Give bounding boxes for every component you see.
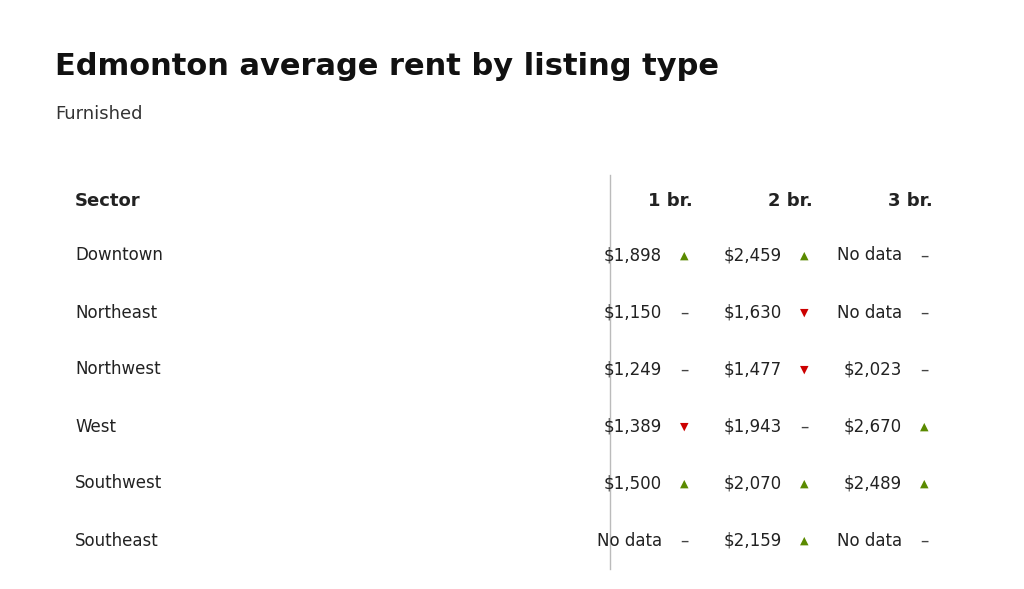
Text: No data: No data — [837, 303, 902, 322]
Text: $1,477: $1,477 — [724, 360, 782, 379]
Text: Edmonton average rent by listing type: Edmonton average rent by listing type — [55, 52, 719, 81]
Text: Sector: Sector — [75, 192, 140, 210]
Text: ▲: ▲ — [680, 250, 688, 260]
Text: ▲: ▲ — [800, 478, 808, 488]
Text: $1,943: $1,943 — [724, 418, 782, 435]
Text: No data: No data — [597, 531, 662, 550]
Text: $1,150: $1,150 — [604, 303, 662, 322]
Text: 3 br.: 3 br. — [888, 192, 933, 210]
Text: 1 br.: 1 br. — [647, 192, 692, 210]
Text: No data: No data — [837, 247, 902, 264]
Text: West: West — [75, 418, 116, 435]
Text: ▲: ▲ — [800, 250, 808, 260]
Text: ▼: ▼ — [800, 365, 808, 375]
Text: ▼: ▼ — [680, 422, 688, 432]
Text: $1,898: $1,898 — [604, 247, 662, 264]
Text: $1,249: $1,249 — [604, 360, 662, 379]
Text: –: – — [680, 531, 688, 550]
Text: ▲: ▲ — [920, 478, 928, 488]
Text: ▲: ▲ — [680, 478, 688, 488]
Text: Downtown: Downtown — [75, 247, 163, 264]
Text: $2,070: $2,070 — [724, 475, 782, 492]
Text: –: – — [920, 360, 928, 379]
Text: $1,500: $1,500 — [604, 475, 662, 492]
Text: –: – — [680, 303, 688, 322]
Text: $1,389: $1,389 — [604, 418, 662, 435]
Text: $2,489: $2,489 — [844, 475, 902, 492]
Text: –: – — [920, 303, 928, 322]
Text: $1,630: $1,630 — [724, 303, 782, 322]
Text: Northwest: Northwest — [75, 360, 161, 379]
Text: –: – — [920, 247, 928, 264]
Text: –: – — [920, 531, 928, 550]
Text: No data: No data — [837, 531, 902, 550]
Text: –: – — [680, 360, 688, 379]
Text: ▲: ▲ — [800, 535, 808, 545]
Text: $2,159: $2,159 — [724, 531, 782, 550]
Text: ▲: ▲ — [920, 422, 928, 432]
Text: 2 br.: 2 br. — [768, 192, 812, 210]
Text: Furnished: Furnished — [55, 105, 142, 123]
Text: –: – — [800, 418, 808, 435]
Text: $2,670: $2,670 — [844, 418, 902, 435]
Text: ▼: ▼ — [800, 307, 808, 317]
Text: Southwest: Southwest — [75, 475, 162, 492]
Text: Northeast: Northeast — [75, 303, 157, 322]
Text: $2,459: $2,459 — [724, 247, 782, 264]
Text: $2,023: $2,023 — [844, 360, 902, 379]
Text: Southeast: Southeast — [75, 531, 159, 550]
